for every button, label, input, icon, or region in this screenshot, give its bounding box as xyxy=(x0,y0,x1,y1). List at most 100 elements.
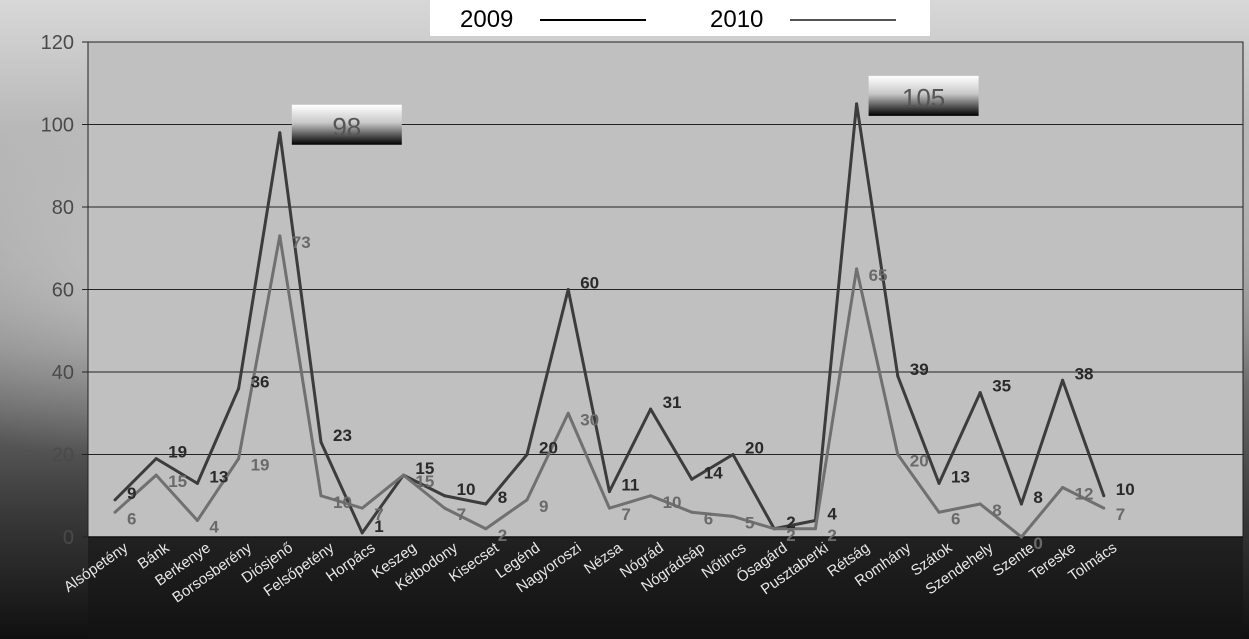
data-label: 13 xyxy=(209,467,228,486)
data-label: 73 xyxy=(292,233,311,252)
data-label: 8 xyxy=(992,501,1001,520)
data-label: 19 xyxy=(251,456,270,475)
data-point xyxy=(1102,506,1106,510)
data-point xyxy=(443,506,447,510)
data-label: 0 xyxy=(1033,534,1042,553)
data-point xyxy=(113,498,117,502)
data-label: 15 xyxy=(415,459,434,478)
data-label: 7 xyxy=(621,505,630,524)
data-point xyxy=(690,510,694,514)
data-label: 6 xyxy=(127,509,136,528)
data-label: 13 xyxy=(951,467,970,486)
data-point xyxy=(649,494,653,498)
data-point xyxy=(896,453,900,456)
data-label: 9 xyxy=(539,497,548,516)
legend-label: 2009 xyxy=(460,6,513,33)
callouts: 98 105 xyxy=(291,75,979,145)
data-label: 60 xyxy=(580,274,599,293)
data-point xyxy=(154,473,158,477)
data-label: 65 xyxy=(869,266,888,285)
data-point xyxy=(484,527,488,531)
data-label: 31 xyxy=(663,393,682,412)
data-point xyxy=(731,453,735,456)
data-label: 4 xyxy=(209,518,219,537)
data-label: 11 xyxy=(621,476,639,495)
legend-label: 2010 xyxy=(710,6,763,33)
data-point xyxy=(731,514,735,518)
data-point xyxy=(649,407,653,411)
data-label: 5 xyxy=(745,513,754,532)
data-label: 2 xyxy=(498,526,507,545)
data-point xyxy=(237,457,241,461)
data-label: 15 xyxy=(415,472,434,491)
data-label: 19 xyxy=(168,443,187,462)
legend-box xyxy=(430,0,930,36)
data-label: 35 xyxy=(992,377,1011,396)
data-point xyxy=(937,481,941,485)
data-point xyxy=(690,477,694,481)
data-point xyxy=(319,494,323,498)
data-label: 38 xyxy=(1075,364,1094,383)
data-point xyxy=(978,502,982,506)
data-label: 9 xyxy=(127,484,136,503)
data-point xyxy=(360,506,364,510)
data-point xyxy=(1019,502,1023,506)
y-tick-label: 0 xyxy=(63,527,74,549)
data-point xyxy=(1102,494,1106,498)
gridlines xyxy=(88,41,1243,455)
data-point xyxy=(813,527,817,531)
data-point xyxy=(772,527,776,531)
data-point xyxy=(1061,486,1065,489)
data-label: 4 xyxy=(827,505,837,524)
data-label: 7 xyxy=(374,505,383,524)
data-point xyxy=(525,453,529,456)
x-axis-band xyxy=(88,537,1243,639)
data-label: 36 xyxy=(251,373,270,392)
data-point xyxy=(607,506,611,510)
data-point xyxy=(566,411,570,415)
callout-box xyxy=(291,104,402,145)
y-axis: 0 20 40 60 80 100 120 xyxy=(41,32,89,549)
data-label: 6 xyxy=(951,509,960,528)
data-label: 7 xyxy=(457,505,466,524)
callout-label: 105 xyxy=(902,83,945,113)
series-lines xyxy=(113,102,1106,539)
data-point xyxy=(319,440,323,444)
y-tick-label: 120 xyxy=(41,32,74,54)
data-label: 20 xyxy=(745,439,764,458)
data-point xyxy=(978,391,982,395)
callout-label: 98 xyxy=(332,112,361,142)
data-label: 20 xyxy=(539,439,558,458)
data-point xyxy=(237,387,241,390)
data-label: 30 xyxy=(580,410,599,429)
data-label: 10 xyxy=(663,493,682,512)
data-label: 2 xyxy=(827,526,836,545)
data-label: 8 xyxy=(1033,488,1042,507)
data-point xyxy=(195,519,199,522)
data-label: 14 xyxy=(704,463,723,482)
data-label: 6 xyxy=(704,509,713,528)
data-point xyxy=(360,531,364,535)
data-label: 8 xyxy=(498,488,507,507)
data-label: 20 xyxy=(910,452,929,471)
data-point xyxy=(484,502,488,506)
data-point xyxy=(855,102,859,106)
data-point xyxy=(113,510,117,514)
y-tick-label: 20 xyxy=(52,445,74,467)
data-point xyxy=(566,288,570,291)
data-point xyxy=(896,374,900,378)
y-tick-label: 100 xyxy=(41,115,74,137)
data-label: 7 xyxy=(1116,505,1125,524)
data-point xyxy=(278,234,282,238)
data-point xyxy=(195,481,199,485)
data-point xyxy=(1019,535,1023,539)
legend: 2009 2010 xyxy=(430,0,930,36)
data-point xyxy=(443,494,447,498)
data-point xyxy=(525,498,529,502)
y-tick-label: 60 xyxy=(52,280,74,302)
y-tick-label: 40 xyxy=(52,362,74,384)
data-point xyxy=(607,490,611,494)
y-tick-label: 80 xyxy=(52,197,74,219)
